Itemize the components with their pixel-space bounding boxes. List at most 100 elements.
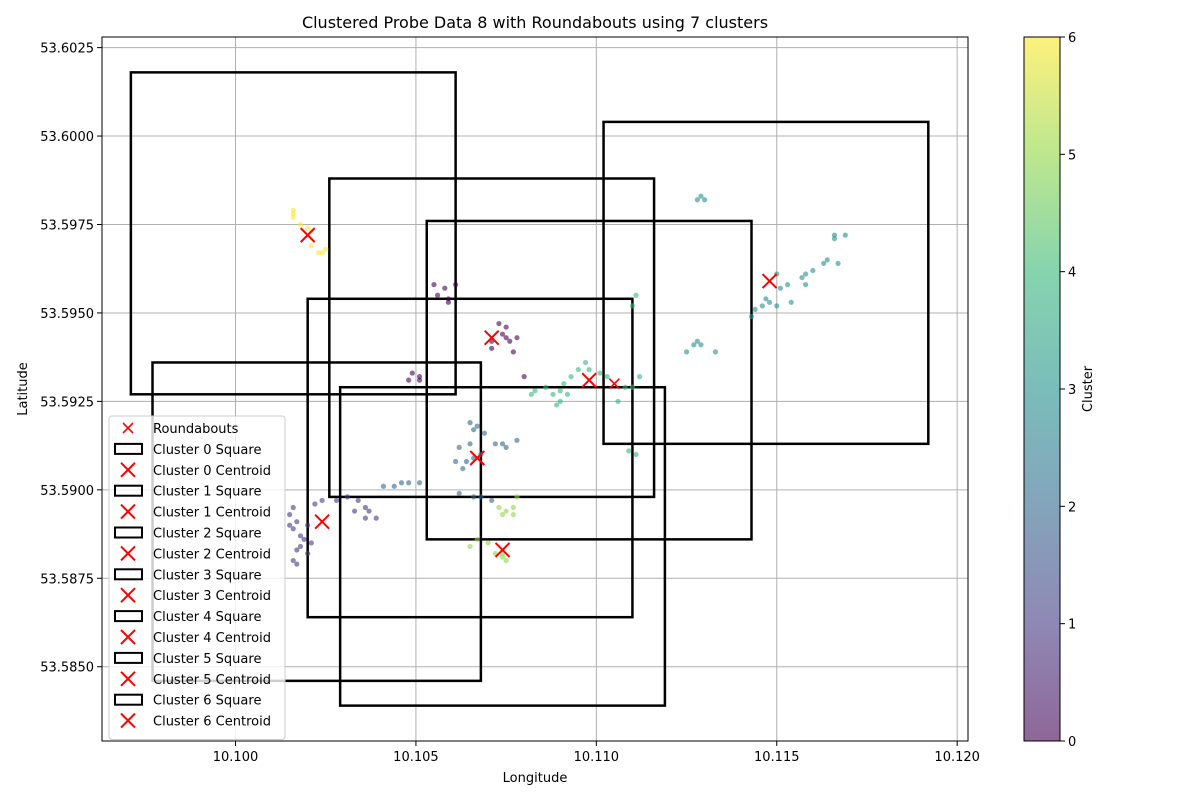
cluster-4-point — [550, 391, 556, 397]
cluster-2-point — [492, 441, 498, 447]
cluster-1-point — [287, 511, 293, 518]
legend-item: Roundabouts — [122, 422, 239, 437]
cluster-3-point — [694, 338, 700, 344]
cluster-0-point — [409, 370, 415, 376]
cluster-4-point — [633, 451, 639, 458]
legend-item: Cluster 3 Square — [114, 568, 261, 583]
cluster-1-point — [301, 536, 307, 542]
cluster-1-point — [366, 508, 372, 514]
cluster-1-point — [294, 519, 300, 525]
cluster-5-centroid — [494, 542, 511, 558]
cluster-6-point — [305, 225, 311, 231]
legend-label: Cluster 5 Centroid — [153, 673, 271, 688]
cluster-0-point — [442, 285, 448, 291]
cluster-3-point — [821, 260, 827, 267]
cluster-4-point — [622, 384, 628, 390]
cluster-1-point — [362, 515, 369, 521]
cluster-1-point — [290, 504, 296, 511]
cluster-4-point — [629, 303, 636, 309]
legend-label: Cluster 0 Square — [153, 443, 261, 458]
x-tick-label: 10.100 — [213, 750, 259, 765]
legend-item: Cluster 1 Square — [114, 484, 261, 500]
cluster-4-point — [528, 391, 534, 397]
legend-square-swatch — [114, 651, 143, 664]
cluster-4-point — [557, 388, 563, 394]
cluster-0-point — [489, 345, 495, 351]
cluster-3-point — [824, 257, 830, 263]
cluster-3-point — [784, 282, 791, 288]
legend-label: Cluster 1 Centroid — [153, 506, 271, 521]
cluster-3-point — [691, 342, 697, 348]
x-tick-label: 10.105 — [393, 750, 439, 765]
cluster-5-point — [499, 511, 506, 518]
legend-centroid-marker — [120, 462, 136, 478]
cluster-5-point — [510, 504, 516, 511]
cluster-0-point — [510, 349, 516, 355]
cluster-3-point — [788, 299, 794, 305]
cluster-3-point — [831, 236, 838, 242]
cluster-3-centroid — [761, 273, 778, 289]
cluster-4-point — [582, 359, 589, 366]
cluster-squares — [129, 71, 930, 707]
cluster-5-point — [514, 494, 520, 500]
y-axis-ticks: 53.5850 53.5875 53.5900 53.5925 53.5950 53.59… — [40, 42, 102, 676]
cluster-1-point — [351, 508, 358, 514]
plot-frame — [101, 36, 969, 742]
colorbar-tick-label: 0 — [1068, 735, 1076, 750]
cluster-1-point — [294, 547, 300, 553]
legend-centroid-marker — [120, 712, 136, 729]
cluster-2-point — [380, 483, 387, 489]
legend-centroid-marker — [120, 587, 136, 603]
legend-centroid-marker — [120, 629, 136, 645]
cluster-3-point — [835, 260, 841, 267]
y-tick-label: 53.5950 — [40, 307, 94, 322]
cluster-5-square — [338, 385, 667, 707]
cluster-2-point — [463, 458, 470, 465]
cluster-4-point — [604, 374, 610, 380]
cluster-3-point — [774, 303, 780, 309]
legend-label: Cluster 5 Square — [153, 652, 261, 667]
cluster-0-point — [503, 324, 509, 330]
cluster-0-point — [416, 377, 423, 383]
legend-item: Cluster 6 Centroid — [120, 712, 271, 730]
legend-square-swatch — [114, 610, 143, 623]
cluster-1-point — [333, 497, 340, 504]
cluster-1-point — [305, 522, 311, 528]
cluster-6-point — [297, 221, 304, 228]
cluster-6-point — [323, 246, 329, 252]
cluster-3-point — [763, 296, 769, 302]
cluster-4-point — [637, 374, 643, 380]
cluster-1-point — [294, 561, 300, 567]
colorbar-tick-label: 2 — [1068, 500, 1076, 515]
cluster-6-point — [308, 243, 314, 249]
legend-square-swatch — [114, 568, 143, 581]
cluster-4-point — [626, 448, 632, 454]
cluster-3-point — [759, 303, 765, 309]
legend-label: Roundabouts — [153, 422, 239, 437]
cluster-2-point — [453, 458, 459, 465]
y-tick-label: 53.5925 — [40, 395, 94, 410]
cluster-1-point — [344, 494, 350, 500]
colorbar-ticks: 0 1 2 3 4 5 6 — [1060, 31, 1076, 750]
cluster-4-point — [575, 366, 581, 373]
cluster-2-point — [406, 480, 412, 486]
legend-item: Cluster 2 Centroid — [120, 545, 271, 562]
colorbar-tick-label: 4 — [1068, 266, 1076, 281]
x-tick-label: 10.120 — [934, 750, 980, 765]
cluster-3-point — [748, 313, 755, 320]
cluster-4-point — [554, 402, 560, 408]
legend-centroid-marker — [120, 545, 136, 562]
cluster-4-point — [564, 391, 571, 397]
y-tick-label: 53.5900 — [40, 484, 94, 499]
colorbar — [1023, 36, 1061, 742]
legend-square-swatch — [114, 693, 143, 706]
legend-label: Cluster 4 Square — [153, 610, 261, 625]
legend: Roundabouts Cluster 0 Square Cluster 0 Cen… — [108, 415, 286, 740]
cluster-0-point — [496, 320, 502, 327]
cluster-5-point — [510, 511, 516, 518]
legend-centroid-marker — [120, 671, 136, 687]
cluster-1-point — [319, 497, 325, 504]
cluster-3-point — [712, 349, 719, 355]
cluster-1-point — [290, 526, 296, 532]
